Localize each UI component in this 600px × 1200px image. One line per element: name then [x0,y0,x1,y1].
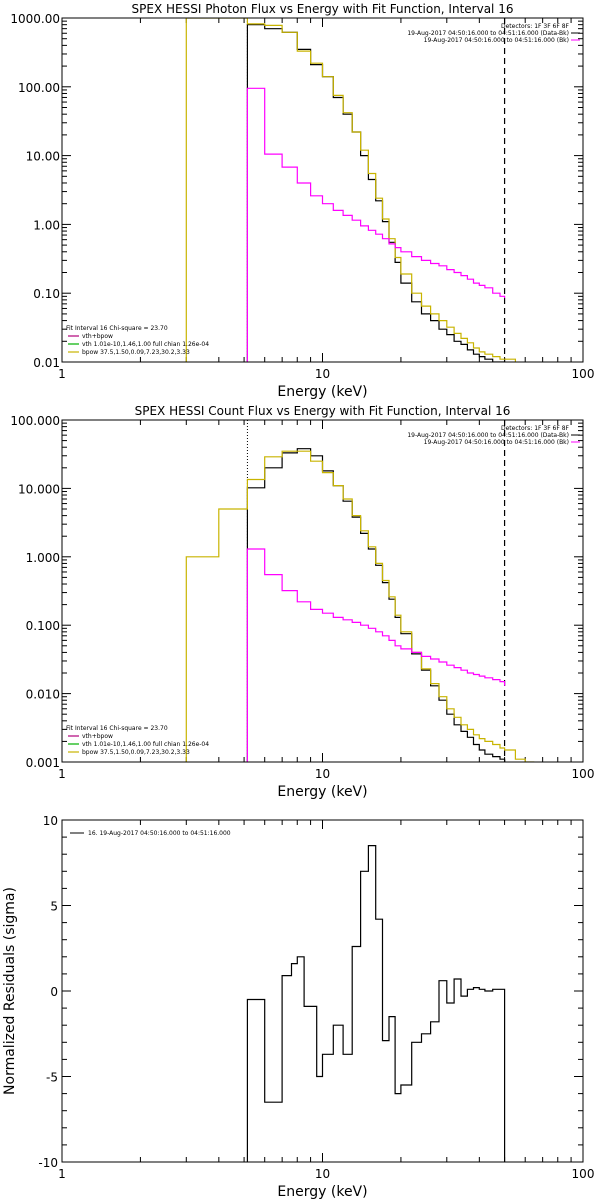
info-text: Detectors: 1F 3F 6F 8F [501,23,570,30]
y-tick-label: 0.100 [26,619,60,633]
fit-legend-text: vth+bpow [82,333,113,340]
y-tick-label: 1000.00 [10,12,60,26]
info-text: Detectors: 1F 3F 6F 8F [501,425,570,432]
series-vth-bpow [185,18,516,362]
fit-legend-text: Fit Interval 16 Chi-square = 23.70 [66,325,168,332]
y-tick-label: 10.00 [26,150,60,164]
plot-area [185,420,535,762]
fit-legend-text: bpow 37.5,1.50,0.09,7.23,30.2,3.33 [82,349,190,356]
x-tick-label: 10 [315,1167,330,1181]
x-tick-label: 100 [572,767,595,781]
legend-text: 16. 19-Aug-2017 04:50:16.000 to 04:51:16… [88,830,231,837]
fit-legend-text: vth 1.01e-10,1.46,1.00 full chian 1.26e-… [82,741,209,748]
y-tick-label: 0.10 [33,287,60,301]
plot-area [246,845,506,1162]
info-text: 19-Aug-2017 04:50:16.000 to 04:51:16.000… [407,432,569,439]
x-tick-label: 1 [58,1167,66,1181]
y-axis-label: Normalized Residuals (sigma) [2,887,18,1095]
fit-legend-text: vth 1.01e-10,1.46,1.00 full chian 1.26e-… [82,341,209,348]
x-tick-label: 100 [572,367,595,381]
x-axis-label: Energy (keV) [277,784,367,800]
y-tick-label: 5 [50,900,58,914]
series-vth-bpow [185,450,535,762]
plot-area [185,18,516,362]
x-axis-label: Energy (keV) [277,384,367,400]
x-tick-label: 10 [315,367,330,381]
x-tick-label: 1 [58,767,66,781]
info-text: 19-Aug-2017 04:50:16.000 to 04:51:16.000… [424,439,569,446]
x-axis-label: Energy (keV) [277,1184,367,1200]
y-tick-label: 10 [43,814,58,828]
x-tick-label: 100 [572,1167,595,1181]
chart-title: SPEX HESSI Count Flux vs Energy with Fit… [135,404,511,418]
chart-panel-1: SPEX HESSI Photon Flux vs Energy with Fi… [10,2,594,400]
y-tick-label: 0.01 [33,356,60,370]
y-tick-label: 0 [50,985,58,999]
fit-legend-text: vth+bpow [82,733,113,740]
series-data [246,448,506,762]
y-tick-label: 100.00 [18,81,60,95]
plot-frame [61,419,584,763]
y-tick-label: -10 [38,1156,58,1170]
info-text: 19-Aug-2017 04:50:16.000 to 04:51:16.000… [407,30,569,37]
info-text: 19-Aug-2017 04:50:16.000 to 04:51:16.000… [424,37,569,44]
fit-legend-text: Fit Interval 16 Chi-square = 23.70 [66,725,168,732]
plot-frame [61,819,584,1163]
chart-panel-2: SPEX HESSI Count Flux vs Energy with Fit… [10,404,594,800]
y-tick-label: 100.000 [10,414,60,428]
y-tick-label: 0.010 [26,688,60,702]
y-tick-label: -5 [46,1071,58,1085]
chart-panel-3: 1 10 100 Energy (keV) -10 -5 0 5 10 Normalized Re… [2,814,594,1200]
series-bk [246,87,506,362]
plot-frame [61,17,584,363]
y-tick-label: 10.000 [18,482,60,496]
fit-legend-text: bpow 37.5,1.50,0.09,7.23,30.2,3.33 [82,749,190,756]
series-bk [246,548,506,762]
y-tick-label: 1.00 [33,218,60,232]
y-tick-label: 1.000 [26,551,60,565]
chart-title: SPEX HESSI Photon Flux vs Energy with Fi… [132,2,514,16]
x-tick-label: 1 [58,367,66,381]
x-tick-label: 10 [315,767,330,781]
y-tick-label: 0.001 [26,756,60,770]
series-16-19-aug-2017-04-50-16-000-to-04-51-16-000 [246,845,506,1162]
